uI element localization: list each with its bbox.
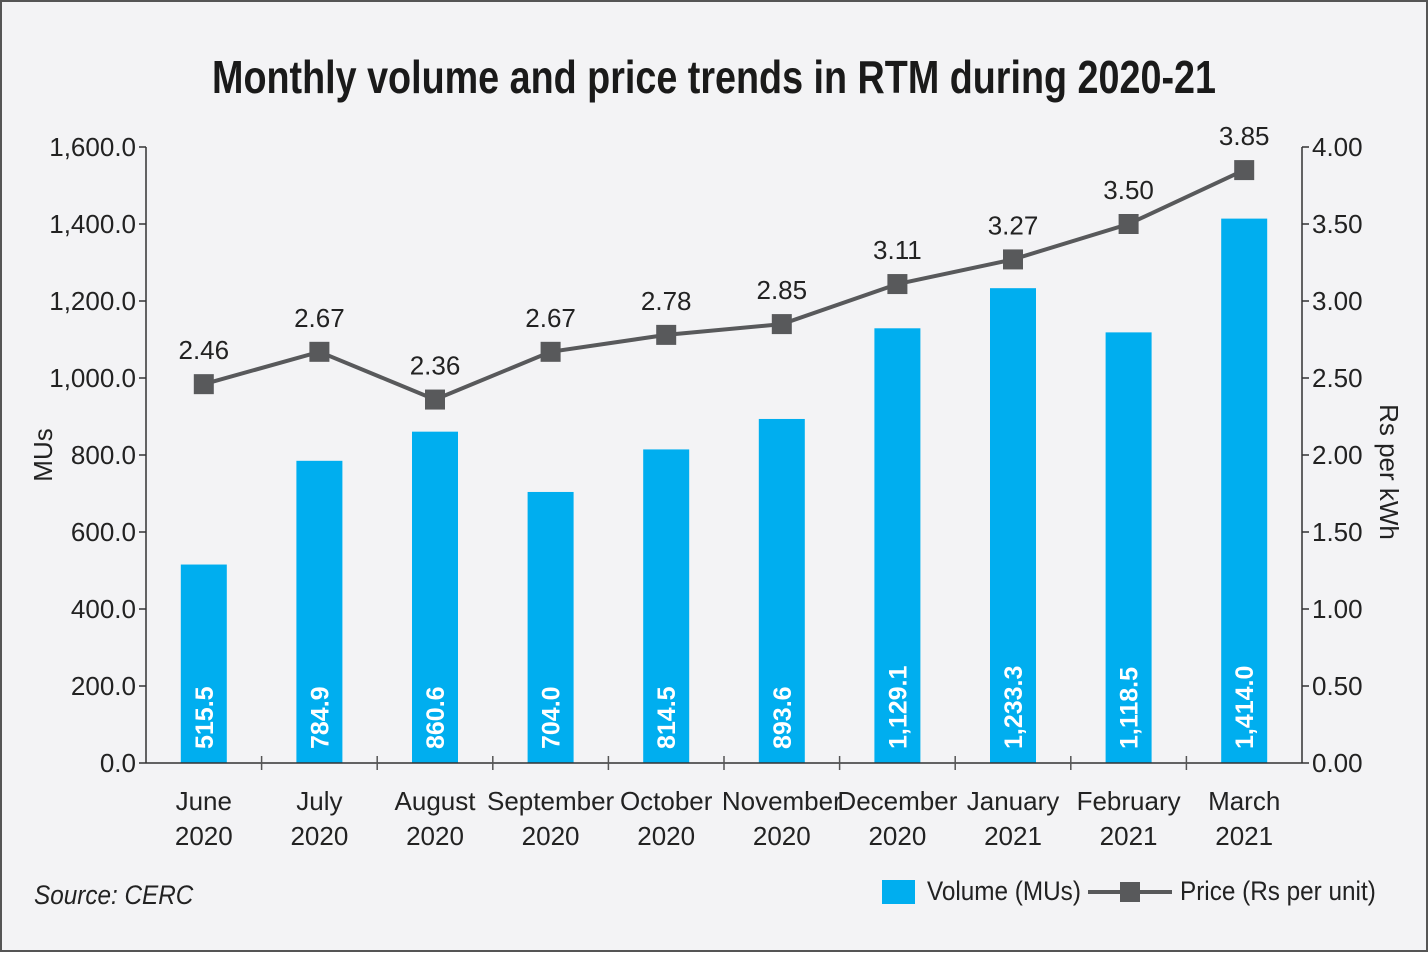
x-tick-label: November [722, 786, 842, 816]
x-tick-label: 2020 [637, 821, 695, 851]
x-tick-label: 2020 [290, 821, 348, 851]
left-tick-label: 600.0 [71, 517, 136, 547]
volume-data-label: 893.6 [769, 686, 797, 749]
left-tick-label: 0.0 [100, 748, 136, 778]
volume-data-label: 814.5 [653, 686, 681, 749]
volume-data-label: 704.0 [538, 686, 566, 749]
price-data-label: 2.85 [756, 275, 807, 305]
price-marker [1234, 160, 1255, 181]
volume-data-label: 515.5 [191, 686, 219, 749]
x-tick-label: 2020 [406, 821, 464, 851]
x-tick-label: September [487, 786, 615, 816]
chart-title: Monthly volume and price trends in RTM d… [212, 51, 1216, 103]
right-tick-label: 4.00 [1312, 132, 1363, 162]
volume-bar [527, 491, 574, 763]
right-tick-label: 1.50 [1312, 517, 1363, 547]
legend: Volume (MUs) Price (Rs per unit) [882, 876, 1398, 907]
right-tick-label: 0.00 [1312, 748, 1363, 778]
x-tick-label: October [620, 786, 713, 816]
price-data-label: 3.11 [873, 235, 922, 265]
price-marker [1118, 214, 1139, 234]
volume-bar [180, 564, 227, 763]
x-tick-label: January [967, 786, 1060, 816]
volume-bar [990, 288, 1036, 763]
price-data-label: 2.46 [178, 335, 229, 365]
x-tick-label: 2020 [753, 821, 811, 851]
x-tick-label: February [1077, 786, 1181, 816]
legend-price-label: Price (Rs per unit) [1180, 876, 1376, 906]
left-tick-label: 1,200.0 [49, 286, 136, 316]
right-axis-title: Rs per kWh [1374, 404, 1404, 540]
x-tick-label: 2020 [522, 821, 580, 851]
x-tick-label: August [395, 786, 477, 816]
volume-bar [758, 418, 805, 763]
x-tick-label: June [176, 786, 232, 816]
price-data-label: 3.85 [1219, 121, 1270, 151]
price-data-label: 2.36 [410, 351, 461, 381]
volume-bar [643, 449, 690, 763]
right-tick-label: 1.00 [1312, 594, 1363, 624]
right-tick-label: 2.00 [1312, 440, 1363, 470]
price-marker [656, 324, 677, 345]
volume-data-label: 860.6 [422, 686, 450, 749]
x-tick-label: 2021 [1100, 821, 1158, 851]
price-marker [887, 274, 908, 295]
volume-bar [1221, 218, 1268, 764]
x-tick-label: 2021 [984, 821, 1042, 851]
left-tick-label: 1,600.0 [49, 132, 136, 162]
left-tick-label: 1,400.0 [49, 209, 136, 239]
volume-data-label: 1,118.5 [1116, 667, 1144, 749]
volume-bar [874, 328, 921, 763]
volume-data-label: 1,233.3 [1000, 666, 1028, 749]
price-marker [1003, 249, 1023, 270]
x-tick-label: 2020 [868, 821, 926, 851]
price-line [203, 168, 1246, 402]
price-marker [540, 341, 561, 362]
price-marker [425, 389, 445, 410]
right-tick-label: 0.50 [1312, 671, 1363, 701]
volume-data-label: 1,129.1 [884, 665, 912, 749]
volume-bar [412, 431, 458, 763]
source-note: Source: CERC [34, 880, 194, 910]
x-tick-label: March [1208, 786, 1280, 816]
x-tick-label: July [296, 786, 342, 816]
volume-data-label: 1,414.0 [1231, 666, 1259, 749]
price-marker [193, 374, 214, 395]
x-tick-label: 2021 [1215, 821, 1273, 851]
left-tick-label: 200.0 [71, 671, 136, 701]
right-tick-label: 3.00 [1312, 286, 1363, 316]
legend-volume-swatch [882, 879, 915, 904]
right-tick-label: 2.50 [1312, 363, 1363, 393]
price-data-label: 2.78 [641, 286, 692, 316]
price-data-label: 2.67 [525, 303, 576, 333]
left-axis-title: MUs [28, 428, 58, 481]
price-data-label: 3.50 [1103, 175, 1154, 205]
left-tick-label: 800.0 [71, 440, 136, 470]
x-tick-label: 2020 [175, 821, 233, 851]
right-tick-label: 3.50 [1312, 209, 1363, 239]
volume-bar [1105, 332, 1152, 763]
left-tick-label: 1,000.0 [49, 363, 136, 393]
legend-volume-label: Volume (MUs) [927, 876, 1081, 906]
volume-data-label: 784.9 [306, 686, 334, 749]
price-marker [771, 314, 792, 335]
price-data-label: 3.27 [988, 210, 1039, 240]
left-tick-label: 400.0 [71, 594, 136, 624]
x-tick-label: December [837, 786, 957, 816]
price-data-label: 2.67 [294, 303, 345, 333]
legend-price-marker [1088, 881, 1173, 902]
volume-bar [296, 460, 343, 763]
price-marker [309, 341, 330, 362]
